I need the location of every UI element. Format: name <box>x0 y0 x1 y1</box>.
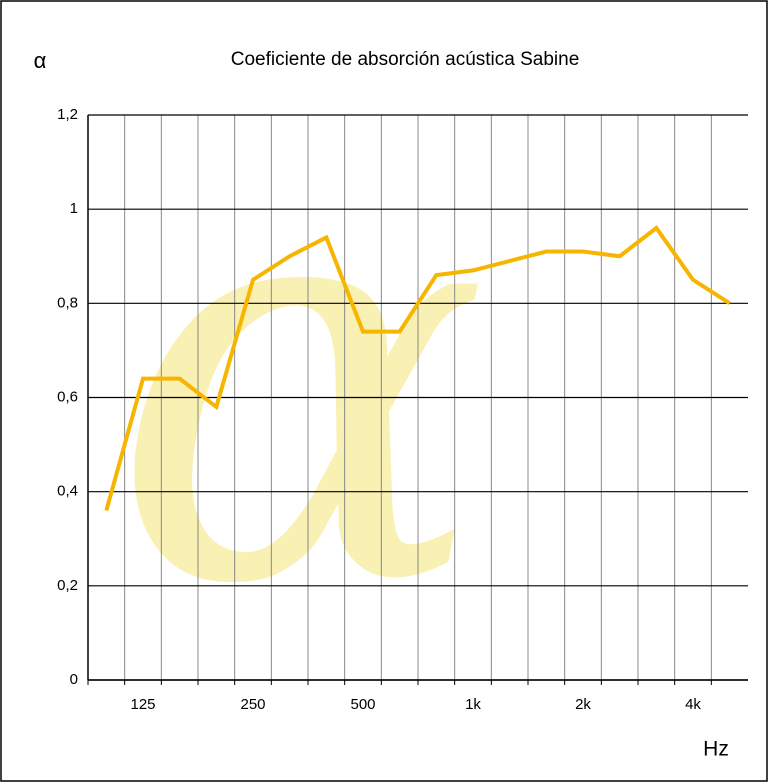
x-tick-label: 500 <box>350 696 375 713</box>
y-tick-label: 0 <box>70 671 78 688</box>
y-tick-label: 0,8 <box>57 294 78 311</box>
x-tick-label: 250 <box>240 696 265 713</box>
page: {"chart_data": {"type": "line", "title":… <box>0 0 768 782</box>
x-tick-label: 1k <box>465 696 481 713</box>
y-tick-label: 0,2 <box>57 577 78 594</box>
x-tick-label: 4k <box>685 696 701 713</box>
y-tick-label: 1,2 <box>57 106 78 123</box>
x-tick-label: 2k <box>575 696 591 713</box>
chart: α Coeficiente de absorción acústica Sabi… <box>0 0 768 782</box>
chart-title: Coeficiente de absorción acústica Sabine <box>231 49 580 70</box>
x-axis-label: Hz <box>703 738 729 761</box>
watermark: α <box>111 56 489 708</box>
y-tick-label: 0,6 <box>57 388 78 405</box>
y-tick-label: 1 <box>70 200 78 217</box>
x-tick-label: 125 <box>130 696 155 713</box>
y-axis-label: α <box>34 48 47 73</box>
y-tick-label: 0,4 <box>57 483 78 500</box>
